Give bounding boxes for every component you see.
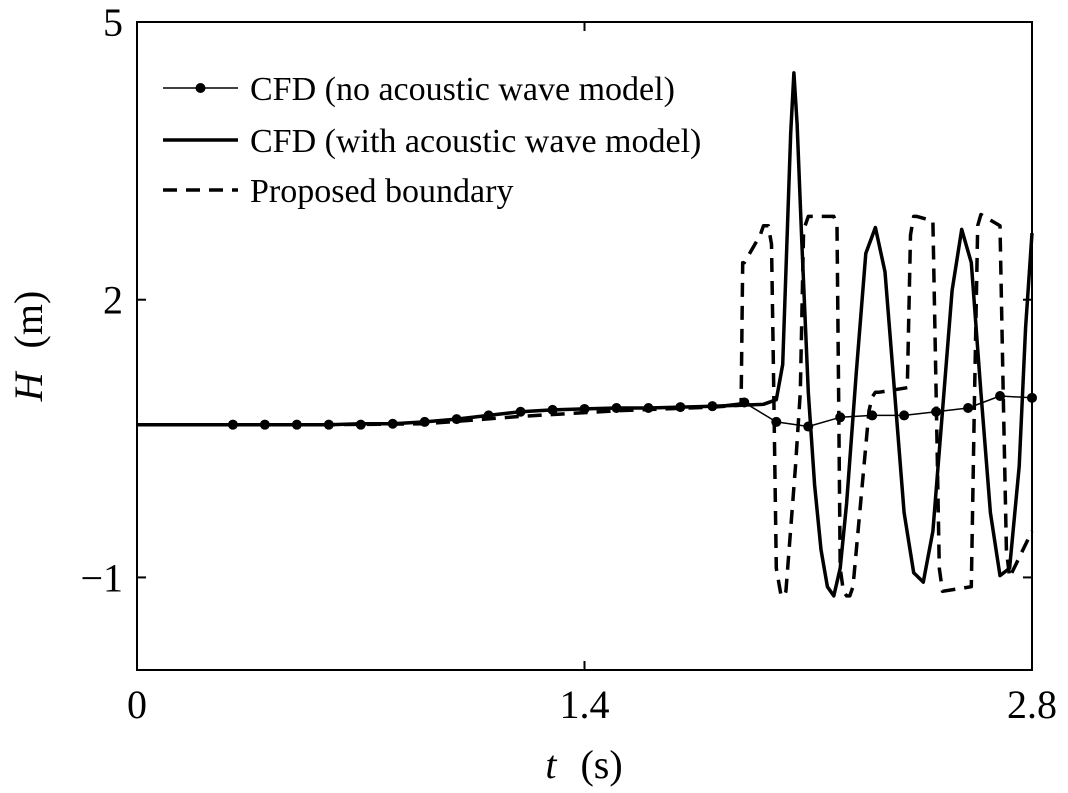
series-point bbox=[867, 410, 878, 421]
y-tick-label: 5 bbox=[103, 0, 123, 45]
y-axis-label: H (m) bbox=[6, 291, 51, 403]
plot-frame bbox=[136, 21, 1033, 671]
series-point bbox=[995, 390, 1006, 401]
plot-area bbox=[137, 71, 1037, 598]
series-point bbox=[451, 414, 462, 425]
axis-ticks: 0 1.4 2.8 −1 2 5 bbox=[80, 0, 1057, 727]
legend: CFD (no acoustic wave model) CFD (with ac… bbox=[163, 71, 701, 210]
series-point bbox=[483, 410, 494, 421]
x-axis-label: t (s) bbox=[545, 742, 622, 787]
y-axis-unit: (m) bbox=[6, 291, 51, 349]
series-point bbox=[963, 403, 974, 414]
x-tick-label: 2.8 bbox=[1007, 682, 1057, 727]
series-point bbox=[355, 419, 366, 430]
series-point bbox=[707, 401, 718, 412]
y-tick-label: 2 bbox=[103, 278, 123, 323]
series-point bbox=[291, 419, 302, 430]
legend-label-0: CFD (no acoustic wave model) bbox=[250, 71, 675, 108]
series-point bbox=[771, 416, 782, 427]
series-point bbox=[419, 416, 430, 427]
series-line-2 bbox=[137, 212, 1034, 598]
series-point bbox=[227, 419, 238, 430]
series-point bbox=[931, 406, 942, 417]
series-point bbox=[1027, 392, 1037, 403]
series-point bbox=[739, 397, 750, 408]
legend-label-1: CFD (with acoustic wave model) bbox=[250, 123, 701, 160]
x-tick-label: 1.4 bbox=[560, 682, 610, 727]
series-point bbox=[387, 418, 398, 429]
legend-marker bbox=[195, 83, 206, 93]
series-point bbox=[323, 419, 334, 430]
legend-label-2: Proposed boundary bbox=[250, 173, 513, 210]
series-line-0 bbox=[232, 395, 1033, 428]
series-point bbox=[899, 410, 910, 421]
y-axis-symbol: H bbox=[6, 370, 51, 402]
series-point bbox=[675, 402, 686, 413]
series-point bbox=[515, 406, 526, 417]
series-point bbox=[803, 421, 814, 432]
series-point bbox=[547, 404, 558, 415]
series-point bbox=[259, 419, 270, 430]
series-point bbox=[611, 403, 622, 414]
x-axis-symbol: t bbox=[545, 742, 557, 787]
y-tick-label: −1 bbox=[80, 555, 123, 600]
series-point bbox=[835, 412, 846, 423]
x-tick-label: 0 bbox=[127, 682, 147, 727]
series-point bbox=[579, 403, 590, 414]
series-point bbox=[643, 403, 654, 414]
x-axis-unit: (s) bbox=[580, 742, 622, 787]
